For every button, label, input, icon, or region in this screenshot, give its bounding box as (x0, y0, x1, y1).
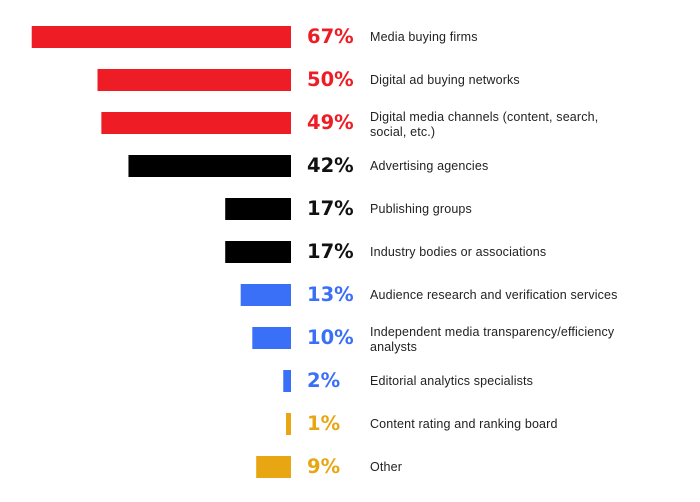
category-label-line: Digital ad buying networks (370, 73, 520, 87)
category-label-line: Advertising agencies (370, 159, 489, 173)
bar (97, 69, 291, 91)
bar (252, 327, 291, 349)
bar (225, 241, 291, 263)
value-label: 17% (307, 197, 354, 220)
value-label: 13% (307, 283, 354, 306)
category-label: Advertising agencies (370, 159, 670, 174)
value-label: 67% (307, 25, 354, 48)
category-label: Industry bodies or associations (370, 245, 670, 260)
category-label-line: Industry bodies or associations (370, 245, 547, 259)
category-label-line: Independent media transparency/efficienc… (370, 325, 615, 339)
category-label-line: Editorial analytics specialists (370, 374, 534, 388)
category-label-line: Other (370, 460, 403, 474)
bar (225, 198, 291, 220)
bar (240, 284, 291, 306)
value-label: 42% (307, 154, 354, 177)
bar (31, 26, 292, 48)
value-label: 9% (307, 455, 341, 478)
value-label: 49% (307, 111, 354, 134)
category-label: Independent media transparency/efficienc… (370, 325, 670, 355)
value-label: 50% (307, 68, 354, 91)
category-label-line: social, etc.) (370, 125, 436, 139)
category-label: Publishing groups (370, 202, 670, 217)
bar (286, 413, 291, 435)
bar (128, 155, 291, 177)
bar (101, 112, 292, 134)
category-label-line: Media buying firms (370, 30, 478, 44)
category-label: Other (370, 460, 670, 475)
category-label-line: Digital media channels (content, search, (370, 110, 599, 124)
bar (256, 456, 291, 478)
category-label: Digital media channels (content, search,… (370, 110, 670, 140)
bar (283, 370, 291, 392)
value-label: 10% (307, 326, 354, 349)
category-label: Audience research and verification servi… (370, 288, 670, 303)
category-label-line: analysts (370, 340, 418, 354)
value-label: 17% (307, 240, 354, 263)
category-label-line: Audience research and verification servi… (370, 288, 618, 302)
value-label: 1% (307, 412, 341, 435)
category-label: Media buying firms (370, 30, 670, 45)
category-label: Digital ad buying networks (370, 73, 670, 88)
category-label-line: Content rating and ranking board (370, 417, 558, 431)
value-label: 2% (307, 369, 341, 392)
category-label: Content rating and ranking board (370, 417, 670, 432)
category-label: Editorial analytics specialists (370, 374, 670, 389)
category-label-line: Publishing groups (370, 202, 472, 216)
